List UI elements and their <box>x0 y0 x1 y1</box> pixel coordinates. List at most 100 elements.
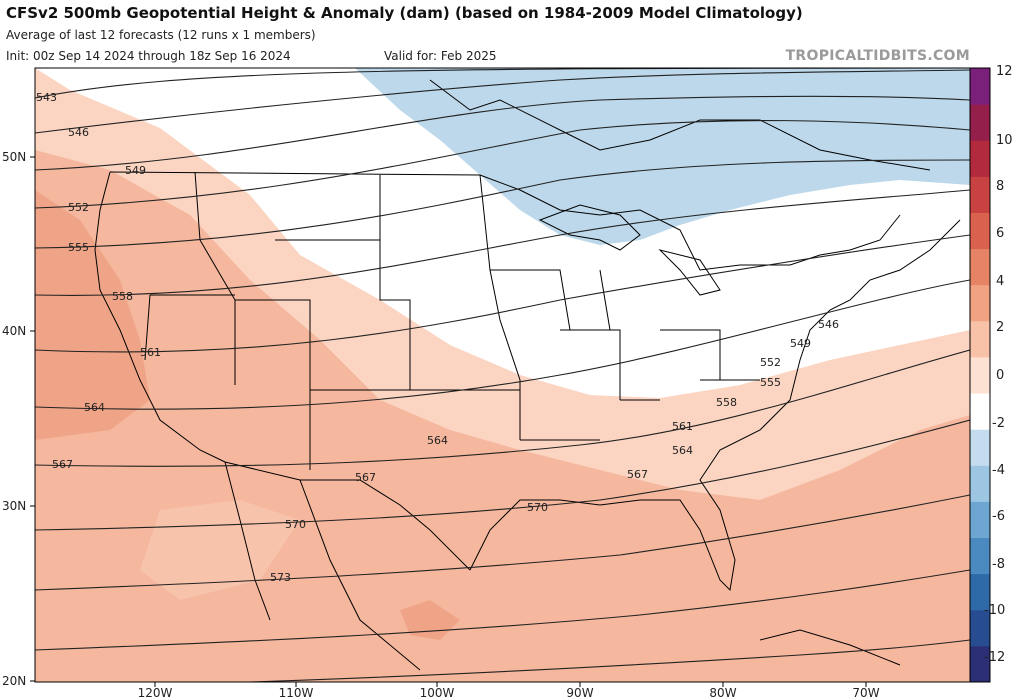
contour-570 <box>35 419 970 531</box>
lat-label: 50N <box>2 150 26 164</box>
contour-label: 564 <box>427 434 448 447</box>
contour-label: 555 <box>68 241 89 254</box>
lon-label: 70W <box>852 686 879 700</box>
contour-label: 558 <box>716 396 737 409</box>
political-boundaries <box>94 79 961 671</box>
colorbar-label: -12 <box>984 650 1005 665</box>
cuba-coast <box>759 629 901 666</box>
map-subtitle: Average of last 12 forecasts (12 runs x … <box>6 28 316 42</box>
contour-label: 573 <box>270 571 291 584</box>
valid-time: Valid for: Feb 2025 <box>384 49 497 63</box>
colorbar-label: -2 <box>992 416 1005 431</box>
colorbar-segment <box>970 104 990 141</box>
map-title: CFSv2 500mb Geopotential Height & Anomal… <box>6 4 803 22</box>
colorbar-segment <box>970 609 990 647</box>
contour-555 <box>35 159 970 249</box>
colorbar-segment <box>970 212 990 250</box>
contour-label: 567 <box>355 471 376 484</box>
contour-label: 570 <box>285 518 306 531</box>
lon-label: 80W <box>709 686 736 700</box>
colorbar-segment <box>970 176 990 213</box>
brand-watermark: TROPICALTIDBITS.COM <box>785 48 970 64</box>
anomaly-patch-south <box>140 500 300 600</box>
colorbar-segment <box>970 393 990 430</box>
contour-label: 567 <box>52 458 73 471</box>
colorbar-segment <box>970 537 990 575</box>
contour-label: 564 <box>672 444 693 457</box>
colorbar-labels: 12 10 8 6 4 2 0 -2 -4 -6 -8 -10 -12 <box>984 64 1013 665</box>
contour-label: 549 <box>790 337 811 350</box>
colorbar <box>969 67 991 683</box>
lon-label: 120W <box>138 686 173 700</box>
colorbar-segment <box>970 501 990 539</box>
colorbar-segment <box>970 645 990 683</box>
colorbar-label: 4 <box>996 274 1004 289</box>
contour-567 <box>35 349 970 467</box>
colorbar-segment <box>970 573 990 611</box>
contour-label: 546 <box>818 318 839 331</box>
colorbar-segment <box>970 356 990 394</box>
lat-label: 30N <box>2 499 26 513</box>
colorbar-label: -4 <box>992 463 1005 478</box>
colorbar-label: -10 <box>984 603 1005 618</box>
great-lakes <box>538 204 721 296</box>
contour-label: 567 <box>627 468 648 481</box>
contour-label: 546 <box>68 126 89 139</box>
contour-579 <box>249 639 970 682</box>
anomaly-core-west <box>35 190 150 440</box>
contour-label: 570 <box>527 501 548 514</box>
longitude-axis: 120W 110W 100W 90W 80W 70W <box>138 682 880 700</box>
anomaly-negative-canada <box>355 68 970 245</box>
lat-label: 40N <box>2 324 26 338</box>
contour-label: 564 <box>84 401 105 414</box>
contour-label: 543 <box>36 91 57 104</box>
colorbar-label: 2 <box>996 320 1004 335</box>
colorbar-segment <box>970 140 990 177</box>
colorbar-segment <box>970 320 990 358</box>
contour-549 <box>35 95 970 171</box>
contour-label-group: 543 546 549 552 555 558 561 564 567 570 … <box>36 91 839 584</box>
colorbar-label: -8 <box>992 557 1005 572</box>
anomaly-fill <box>35 68 970 682</box>
lon-label: 110W <box>279 686 314 700</box>
contour-573 <box>35 494 970 591</box>
canada-us-border <box>109 171 901 271</box>
contour-546 <box>35 69 970 134</box>
contour-label: 561 <box>672 420 693 433</box>
contour-label: 549 <box>125 164 146 177</box>
contour-558 <box>35 189 970 296</box>
contour-label: 552 <box>760 356 781 369</box>
colorbar-label: 0 <box>996 368 1004 383</box>
contour-552 <box>35 119 970 209</box>
contour-561 <box>35 234 970 353</box>
colorbar-segment <box>970 284 990 322</box>
contour-564 <box>35 279 970 410</box>
contour-label: 558 <box>112 290 133 303</box>
colorbar-label: 12 <box>996 64 1013 79</box>
west-coastline <box>94 171 226 463</box>
height-contours <box>35 68 970 682</box>
contour-label: 561 <box>140 346 161 359</box>
colorbar-segment <box>970 68 990 105</box>
gulf-east-coastline <box>469 219 961 592</box>
us-mexico-border <box>224 461 471 571</box>
contour-576 <box>35 569 970 651</box>
colorbar-segment <box>970 248 990 286</box>
colorbar-segment <box>970 465 990 502</box>
colorbar-label: 6 <box>996 226 1004 241</box>
lat-label: 20N <box>2 674 26 688</box>
init-time: Init: 00z Sep 14 2024 through 18z Sep 16… <box>6 49 291 63</box>
colorbar-label: 8 <box>996 179 1004 194</box>
state-lines <box>144 171 760 470</box>
colorbar-label: -6 <box>992 509 1005 524</box>
mexico-coast <box>224 461 421 671</box>
colorbar-segment <box>970 429 990 466</box>
contour-label: 555 <box>760 376 781 389</box>
latitude-axis: 50N 40N 30N 20N <box>2 150 35 688</box>
contour-label: 552 <box>68 201 89 214</box>
canadian-coast <box>429 79 931 171</box>
colorbar-frame <box>969 67 991 683</box>
lon-label: 100W <box>420 686 455 700</box>
lon-label: 90W <box>566 686 593 700</box>
